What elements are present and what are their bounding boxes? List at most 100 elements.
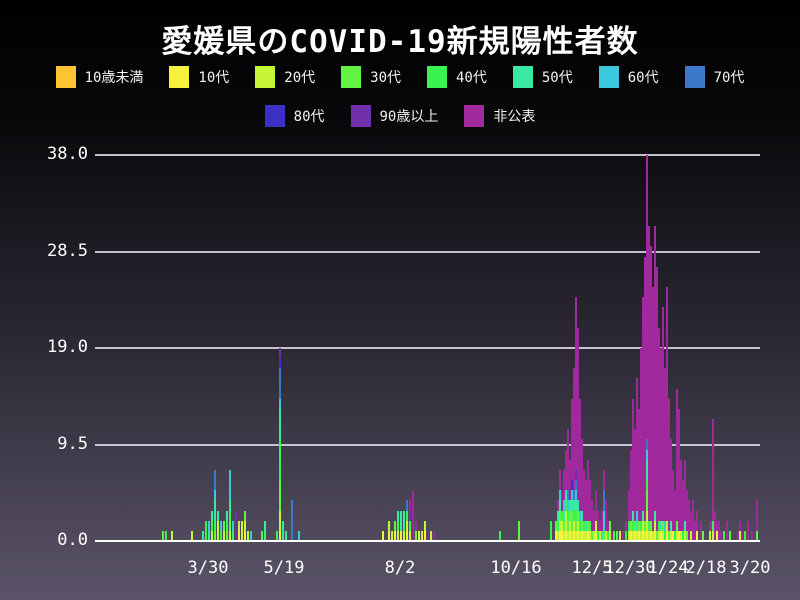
bar xyxy=(247,530,249,541)
legend-row-2: 80代 90歳以上 非公表 xyxy=(0,105,800,127)
bar xyxy=(223,520,225,541)
bar xyxy=(751,530,753,541)
bar xyxy=(285,530,287,541)
bar xyxy=(208,520,210,541)
bar xyxy=(430,530,432,541)
bar xyxy=(747,520,749,541)
bar-segment-t30 xyxy=(555,520,557,531)
bar-segment-t20 xyxy=(609,530,611,541)
bar-segment-t20 xyxy=(406,520,408,531)
bar-segment-np xyxy=(638,408,640,521)
bar-segment-t20 xyxy=(279,510,281,531)
bar-segment-t60 xyxy=(664,520,666,531)
bar-segment-t40 xyxy=(561,510,563,521)
bar-segment-t10 xyxy=(696,530,698,541)
legend-label: 60代 xyxy=(627,70,659,86)
bar-segment-t70 xyxy=(575,480,577,491)
legend-swatch-icon xyxy=(341,66,362,88)
bar-segment-t10 xyxy=(418,530,420,541)
legend-item-t70: 70代 xyxy=(684,66,744,88)
bar xyxy=(229,469,231,541)
bar-segment-t20 xyxy=(648,530,650,541)
bar-segment-t50 xyxy=(285,530,287,541)
bar xyxy=(613,530,615,541)
bar-segment-o90 xyxy=(279,348,281,359)
bar xyxy=(662,307,664,541)
y-tick-label: 19.0 xyxy=(47,337,88,357)
bar xyxy=(712,419,714,541)
bar-segment-t10 xyxy=(630,530,632,541)
bar-segment-t60 xyxy=(220,520,222,531)
bar-segment-np xyxy=(571,398,573,481)
bar-segment-t20 xyxy=(640,530,642,541)
bar-segment-t30 xyxy=(415,530,417,541)
bar-segment-np xyxy=(567,429,569,491)
legend-item-t20: 20代 xyxy=(255,66,315,88)
bar-segment-t10 xyxy=(581,530,583,541)
bar-segment-t20 xyxy=(403,530,405,541)
bar-segment-t70 xyxy=(646,439,648,450)
bar-segment-t30 xyxy=(563,520,565,531)
bar-segment-t10 xyxy=(238,530,240,541)
chart-title: 愛媛県のCOVID-19新規陽性者数 xyxy=(161,24,639,60)
bar xyxy=(214,469,216,541)
bar-segment-t30 xyxy=(575,520,577,531)
bar xyxy=(666,287,668,541)
bar xyxy=(561,490,563,541)
bar-segment-t30 xyxy=(226,530,228,541)
bar-segment-t50 xyxy=(403,510,405,531)
bar-segment-t50 xyxy=(397,510,399,521)
bar-segment-t70 xyxy=(279,368,281,399)
bar-segment-t20 xyxy=(561,520,563,531)
bar-segment-t40 xyxy=(613,530,615,541)
bar-segment-np xyxy=(664,368,666,521)
bar-segment-t40 xyxy=(232,530,234,541)
bar-segment-np xyxy=(636,378,638,511)
bar xyxy=(642,297,644,541)
bar xyxy=(165,530,167,541)
bar xyxy=(232,520,234,541)
bar xyxy=(658,327,660,541)
legend-swatch-icon xyxy=(598,66,619,88)
bar-segment-t20 xyxy=(739,530,741,541)
bar-segment-t40 xyxy=(648,520,650,531)
bar-segment-t30 xyxy=(646,490,648,511)
bar-segment-t10 xyxy=(400,530,402,541)
bar-segment-t60 xyxy=(603,510,605,531)
bar-segment-t10 xyxy=(678,530,680,541)
bar-segment-np xyxy=(718,520,720,541)
bar-segment-t30 xyxy=(567,520,569,531)
bar-segment-np xyxy=(593,510,595,531)
bar-segment-np xyxy=(595,490,597,521)
bar-segment-np xyxy=(716,520,718,531)
bar-segment-np xyxy=(557,500,559,511)
bar xyxy=(211,510,213,541)
bar-segment-t40 xyxy=(229,510,231,521)
bar xyxy=(739,520,741,541)
bar-segment-t40 xyxy=(625,530,627,541)
bar xyxy=(589,480,591,541)
bar-segment-t40 xyxy=(575,510,577,521)
bar-segment-t20 xyxy=(670,530,672,541)
bar-segment-np xyxy=(682,480,684,531)
bar-segment-np xyxy=(412,490,414,541)
bar-segment-t20 xyxy=(636,530,638,541)
y-tick-label: 9.5 xyxy=(57,433,88,454)
bar xyxy=(660,348,662,541)
bar-segment-t70 xyxy=(573,490,575,501)
bar-segment-t60 xyxy=(559,490,561,501)
bar-segment-o90 xyxy=(409,510,411,521)
bar-segment-t40 xyxy=(632,520,634,531)
bar-segment-t10 xyxy=(646,530,648,541)
bar-segment-t20 xyxy=(599,530,601,541)
bar-segment-t60 xyxy=(579,510,581,521)
bar-segment-np xyxy=(662,307,664,521)
bar-segment-t70 xyxy=(291,500,293,541)
bar-segment-np xyxy=(709,520,711,531)
bar-segment-t30 xyxy=(571,510,573,531)
bar xyxy=(609,520,611,541)
bar-segment-t80 xyxy=(571,480,573,491)
bar-segment-t50 xyxy=(585,520,587,531)
bar-segment-t10 xyxy=(565,530,567,541)
bar-segment-np xyxy=(573,368,575,491)
